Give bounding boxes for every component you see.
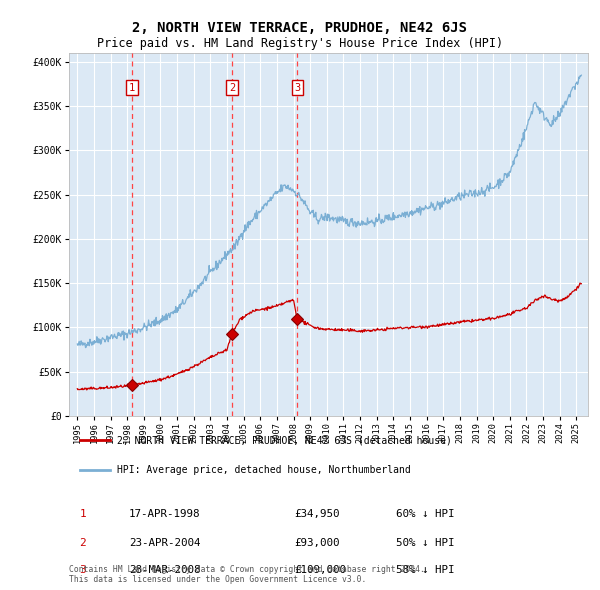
Text: 2, NORTH VIEW TERRACE, PRUDHOE, NE42 6JS: 2, NORTH VIEW TERRACE, PRUDHOE, NE42 6JS — [133, 21, 467, 35]
Text: 2, NORTH VIEW TERRACE, PRUDHOE, NE42 6JS (detached house): 2, NORTH VIEW TERRACE, PRUDHOE, NE42 6JS… — [117, 435, 452, 445]
Text: HPI: Average price, detached house, Northumberland: HPI: Average price, detached house, Nort… — [117, 464, 410, 474]
Text: Contains HM Land Registry data © Crown copyright and database right 2024.
This d: Contains HM Land Registry data © Crown c… — [69, 565, 425, 584]
Text: 2: 2 — [229, 83, 235, 93]
Text: Price paid vs. HM Land Registry's House Price Index (HPI): Price paid vs. HM Land Registry's House … — [97, 37, 503, 50]
Text: £93,000: £93,000 — [294, 538, 340, 548]
Text: 17-APR-1998: 17-APR-1998 — [129, 510, 200, 519]
Text: 3: 3 — [294, 83, 301, 93]
Text: 60% ↓ HPI: 60% ↓ HPI — [396, 510, 455, 519]
Text: 2: 2 — [79, 538, 86, 548]
Text: 58% ↓ HPI: 58% ↓ HPI — [396, 565, 455, 575]
Text: 28-MAR-2008: 28-MAR-2008 — [129, 565, 200, 575]
Text: 3: 3 — [79, 565, 86, 575]
Text: 23-APR-2004: 23-APR-2004 — [129, 538, 200, 548]
Text: £109,000: £109,000 — [294, 565, 346, 575]
Text: £34,950: £34,950 — [294, 510, 340, 519]
Text: 1: 1 — [129, 83, 136, 93]
Text: 50% ↓ HPI: 50% ↓ HPI — [396, 538, 455, 548]
Text: 1: 1 — [79, 510, 86, 519]
